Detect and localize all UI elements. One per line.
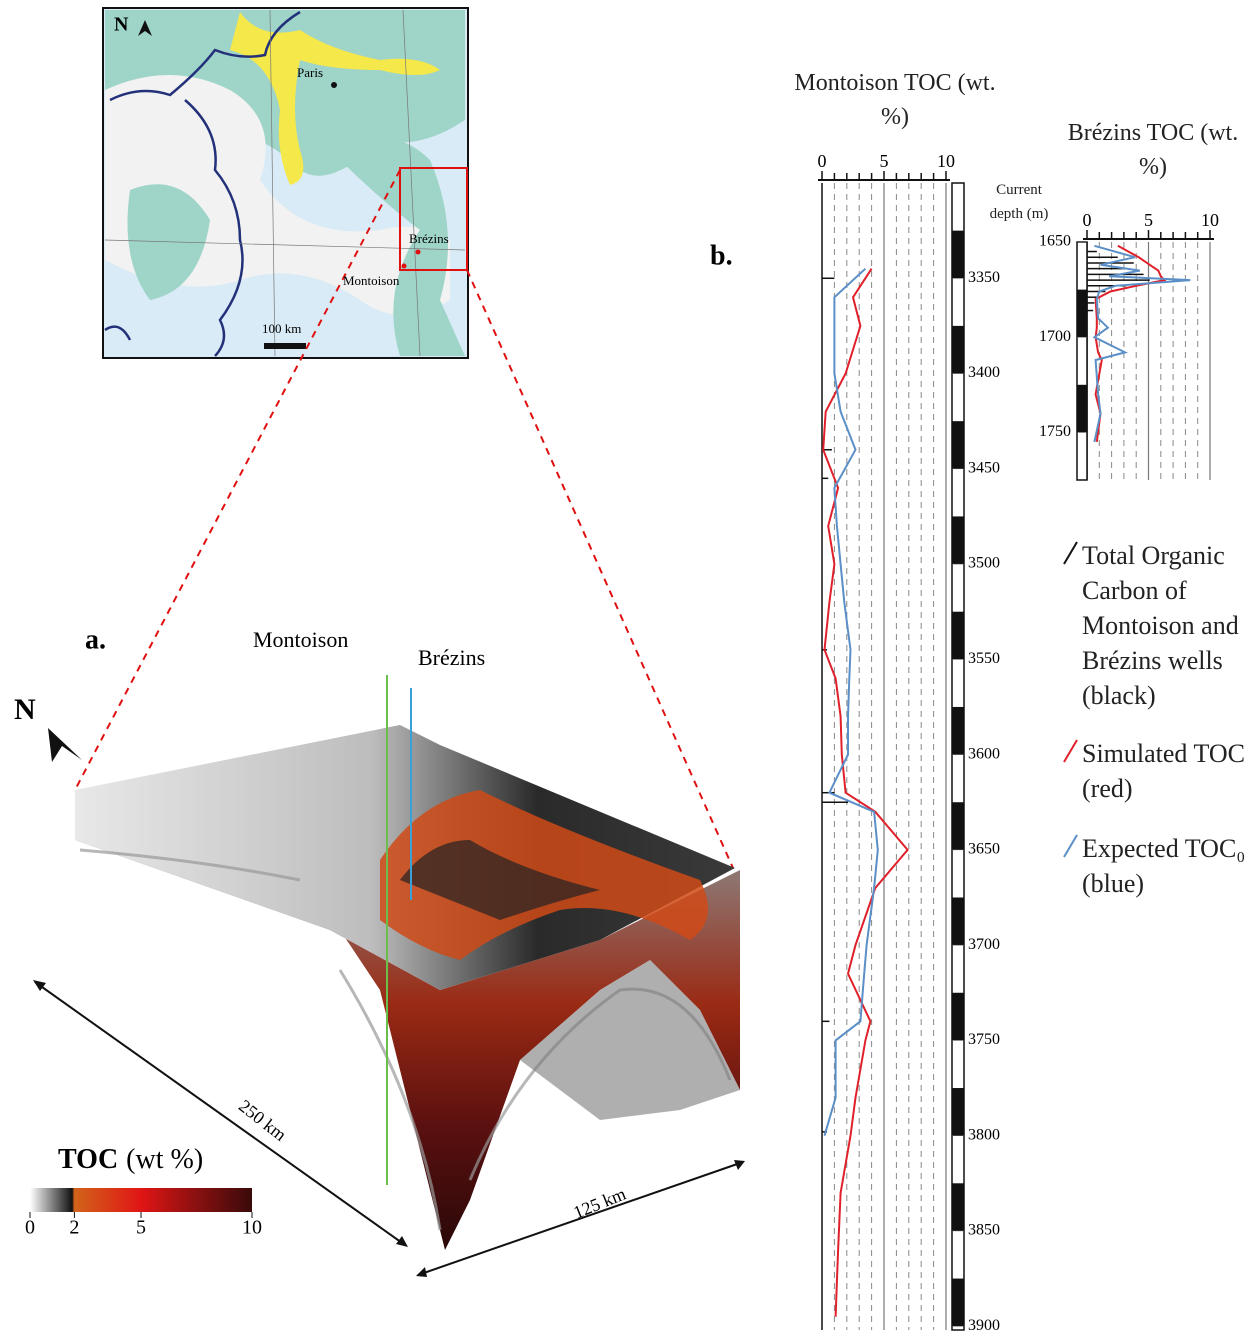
toc-line [823,269,907,1317]
x-tick-label: 0 [1083,210,1092,230]
figure-canvas: a. b. N Paris Brézins Montoison 100 km N Montois… [0,0,1254,1336]
north-label: N [14,693,36,726]
depth-column-band [952,421,964,469]
legend-swatch [1064,835,1077,857]
north-label: N [114,14,129,36]
depth-column-band [1077,290,1087,338]
y-tick-label: 3550 [968,650,1000,667]
colorbar-title: TOC (wt %) [58,1144,203,1175]
scale-label: 100 km [262,321,301,336]
depth-axis-title: Current depth (m) [978,178,1060,226]
y-tick-label: 1750 [1039,423,1071,440]
y-tick-label: 3400 [968,364,1000,381]
colorbar-title-bold: TOC [58,1144,118,1175]
legend-swatch [1064,542,1077,564]
colorbar-tick-label: 2 [69,1217,79,1239]
depth-column [1077,242,1087,480]
depth-column-band [952,1183,964,1231]
x-tick-label: 5 [1144,210,1153,230]
colorbar-title-unit: (wt %) [126,1144,203,1175]
y-tick-label: 3700 [968,936,1000,953]
toc-line [1094,246,1190,442]
city-label: Paris [297,65,323,80]
legend-label: Simulated TOC (red) [1082,736,1250,806]
y-tick-label: 1700 [1039,328,1071,345]
colorbar-tick-label: 5 [136,1217,146,1239]
y-tick-label: 3500 [968,555,1000,572]
chart-title: Montoison TOC (wt. %) [785,66,1005,134]
y-tick-label: 3850 [968,1222,1000,1239]
city-label: Montoison [343,273,400,288]
x-tick-label: 5 [880,151,889,171]
chart-title: Brézins TOC (wt. %) [1058,116,1248,184]
y-tick-label: 3350 [968,269,1000,286]
depth-column-band [952,516,964,564]
y-tick-label: 3800 [968,1126,1000,1143]
depth-column-band [952,993,964,1041]
depth-column-band [1077,385,1087,433]
panel-label: a. [85,624,106,655]
y-tick-label: 3900 [968,1317,1000,1334]
depth-column-band [952,231,964,279]
y-tick-label: 3450 [968,459,1000,476]
panel-label: b. [710,240,733,271]
colorbar-tick-label: 10 [242,1217,262,1239]
city-label: Brézins [409,231,449,246]
dimension-label: 250 km [235,1096,290,1145]
y-tick-label: 3650 [968,841,1000,858]
map [103,8,468,358]
depth-column-band [952,1279,964,1327]
toc-block [33,675,745,1277]
depth-column-band [952,897,964,945]
depth-column-band [952,707,964,755]
legend-label: Expected TOC₀ (blue) [1082,831,1250,901]
y-tick-label: 3600 [968,745,1000,762]
y-tick-label: 1650 [1039,233,1071,250]
dimension-label: 125 km [571,1184,629,1223]
x-tick-label: 10 [937,151,955,171]
well-label: Brézins [418,645,485,670]
y-tick-label: 3750 [968,1031,1000,1048]
depth-column-band [952,612,964,660]
depth-column-band [952,802,964,850]
figure: a. b. N Paris Brézins Montoison 100 km N Montois… [0,0,1254,1336]
depth-column-band [952,326,964,374]
x-tick-label: 10 [1201,210,1219,230]
colorbar [30,1188,252,1212]
colorbar-tick-label: 0 [25,1217,35,1239]
depth-column-band [952,1088,964,1136]
legend-swatch [1064,740,1077,762]
well-label: Montoison [253,627,348,652]
legend-label: Total Organic Carbon of Montoison and Br… [1082,538,1250,713]
x-tick-label: 0 [818,151,827,171]
